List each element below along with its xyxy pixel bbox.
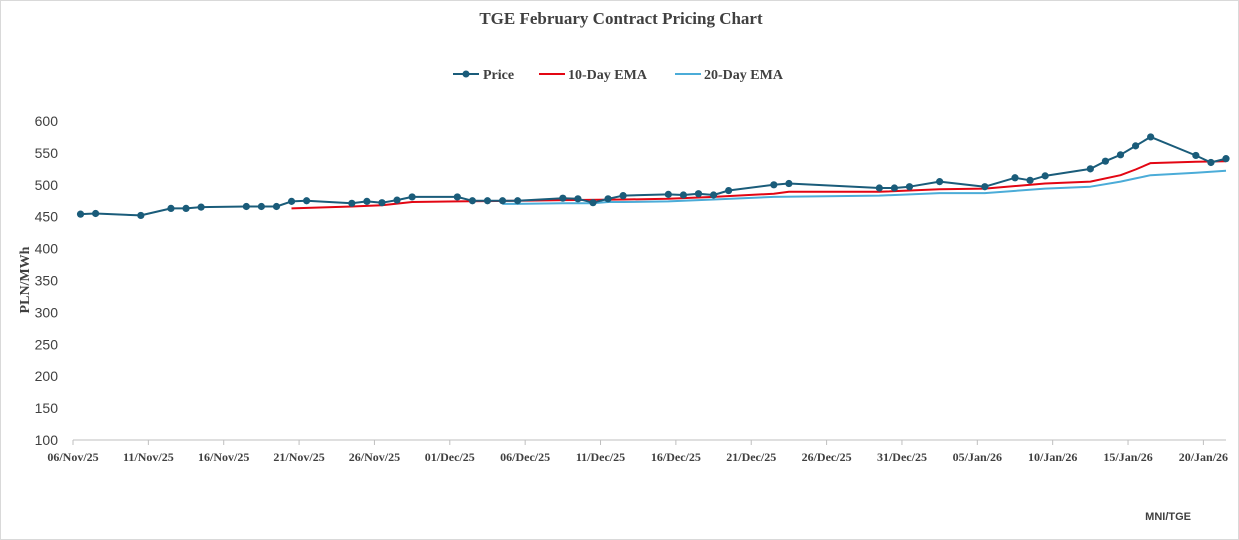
data-point-price: [453, 193, 461, 201]
data-point-price: [1026, 176, 1034, 184]
data-point-price: [167, 204, 175, 213]
data-point-price: [348, 199, 356, 207]
data-point-price: [197, 203, 205, 211]
legend-marker-price: [462, 70, 470, 78]
x-tick-label: 11/Dec/25: [576, 450, 625, 464]
y-tick-label: 300: [35, 304, 59, 320]
data-point-price: [468, 197, 477, 205]
x-axis-ticks: 06/Nov/25 11/Nov/25 16/Nov/25 21/Nov/25 26/N…: [47, 440, 1228, 464]
data-point-price: [242, 202, 250, 211]
series-line-10-day-ema: [291, 160, 1227, 210]
x-tick-label: 06/Nov/25: [47, 450, 98, 464]
data-point-price: [393, 196, 401, 204]
data-point-price: [1147, 133, 1155, 141]
legend: Price 10-Day EMA 20-Day EMA: [453, 68, 784, 83]
y-tick-label: 600: [35, 113, 59, 129]
x-tick-label: 26/Dec/25: [802, 450, 852, 464]
data-point-price: [936, 178, 944, 186]
chart-title: TGE February Contract Pricing Chart: [479, 9, 763, 28]
data-point-price: [287, 197, 296, 205]
y-tick-label: 200: [35, 368, 59, 384]
series-line-price: [80, 135, 1227, 217]
data-point-price: [875, 184, 883, 192]
data-point-price: [1086, 165, 1094, 173]
y-tick-label: 550: [35, 145, 59, 161]
data-point-price: [619, 192, 627, 200]
data-point-price: [1131, 142, 1140, 150]
series-group: [76, 133, 1230, 220]
data-point-price: [1192, 151, 1200, 160]
data-point-price: [1011, 174, 1019, 182]
legend-item-10day-ema: 10-Day EMA: [539, 68, 648, 83]
x-tick-label: 26/Nov/25: [349, 450, 400, 464]
data-point-price: [559, 194, 567, 202]
legend-item-price: Price: [453, 68, 514, 83]
data-point-price: [1207, 158, 1215, 167]
data-point-price: [182, 204, 190, 213]
data-point-price: [378, 199, 386, 207]
data-point-price: [363, 197, 371, 205]
data-point-price: [890, 184, 899, 192]
data-point-price: [498, 197, 507, 205]
data-point-price: [303, 197, 311, 205]
data-point-price: [709, 191, 718, 199]
data-point-price: [272, 202, 281, 211]
data-point-price: [679, 191, 688, 199]
x-tick-label: 16/Dec/25: [651, 450, 701, 464]
data-point-price: [76, 210, 85, 218]
data-point-price: [1222, 155, 1230, 163]
data-point-price: [483, 197, 492, 205]
y-tick-label: 250: [35, 336, 59, 352]
data-point-price: [905, 183, 914, 191]
data-point-price: [770, 181, 778, 189]
data-point-price: [604, 195, 612, 203]
x-tick-label: 21/Nov/25: [273, 450, 324, 464]
data-point-price: [1116, 151, 1125, 159]
y-axis-ticks: 100 150 200 250 300 350 400 450 500 550 600: [35, 113, 59, 448]
data-point-price: [1041, 172, 1049, 180]
x-tick-label: 15/Jan/26: [1103, 450, 1152, 464]
data-point-price: [408, 193, 416, 201]
legend-label-10day-ema: 10-Day EMA: [568, 68, 648, 83]
data-point-price: [981, 183, 989, 191]
data-point-price: [514, 197, 522, 205]
data-point-price: [725, 186, 733, 195]
data-point-price: [589, 199, 597, 207]
data-point-price: [785, 179, 793, 188]
x-tick-label: 06/Dec/25: [500, 450, 550, 464]
data-point-price: [1101, 157, 1110, 165]
data-point-price: [664, 190, 672, 198]
source-note: MNI/TGE: [1145, 511, 1191, 523]
legend-label-20day-ema: 20-Day EMA: [704, 68, 784, 83]
data-point-price: [574, 195, 582, 203]
y-tick-label: 400: [35, 241, 59, 257]
x-tick-label: 01/Dec/25: [425, 450, 475, 464]
y-axis-label: PLN/MWh: [18, 246, 33, 313]
x-tick-label: 11/Nov/25: [123, 450, 174, 464]
data-point-price: [92, 209, 100, 218]
x-tick-label: 10/Jan/26: [1028, 450, 1077, 464]
data-point-price: [257, 202, 265, 211]
y-tick-label: 350: [35, 273, 59, 289]
y-tick-label: 100: [35, 432, 59, 448]
legend-item-20day-ema: 20-Day EMA: [675, 68, 784, 83]
data-point-price: [694, 190, 703, 198]
y-tick-label: 150: [35, 400, 59, 416]
x-tick-label: 20/Jan/26: [1179, 450, 1228, 464]
x-tick-label: 05/Jan/26: [953, 450, 1002, 464]
x-tick-label: 16/Nov/25: [198, 450, 249, 464]
legend-label-price: Price: [483, 68, 514, 83]
x-tick-label: 31/Dec/25: [877, 450, 927, 464]
y-tick-label: 500: [35, 177, 59, 193]
x-tick-label: 21/Dec/25: [726, 450, 776, 464]
data-point-price: [137, 211, 145, 220]
y-tick-label: 450: [35, 209, 59, 225]
